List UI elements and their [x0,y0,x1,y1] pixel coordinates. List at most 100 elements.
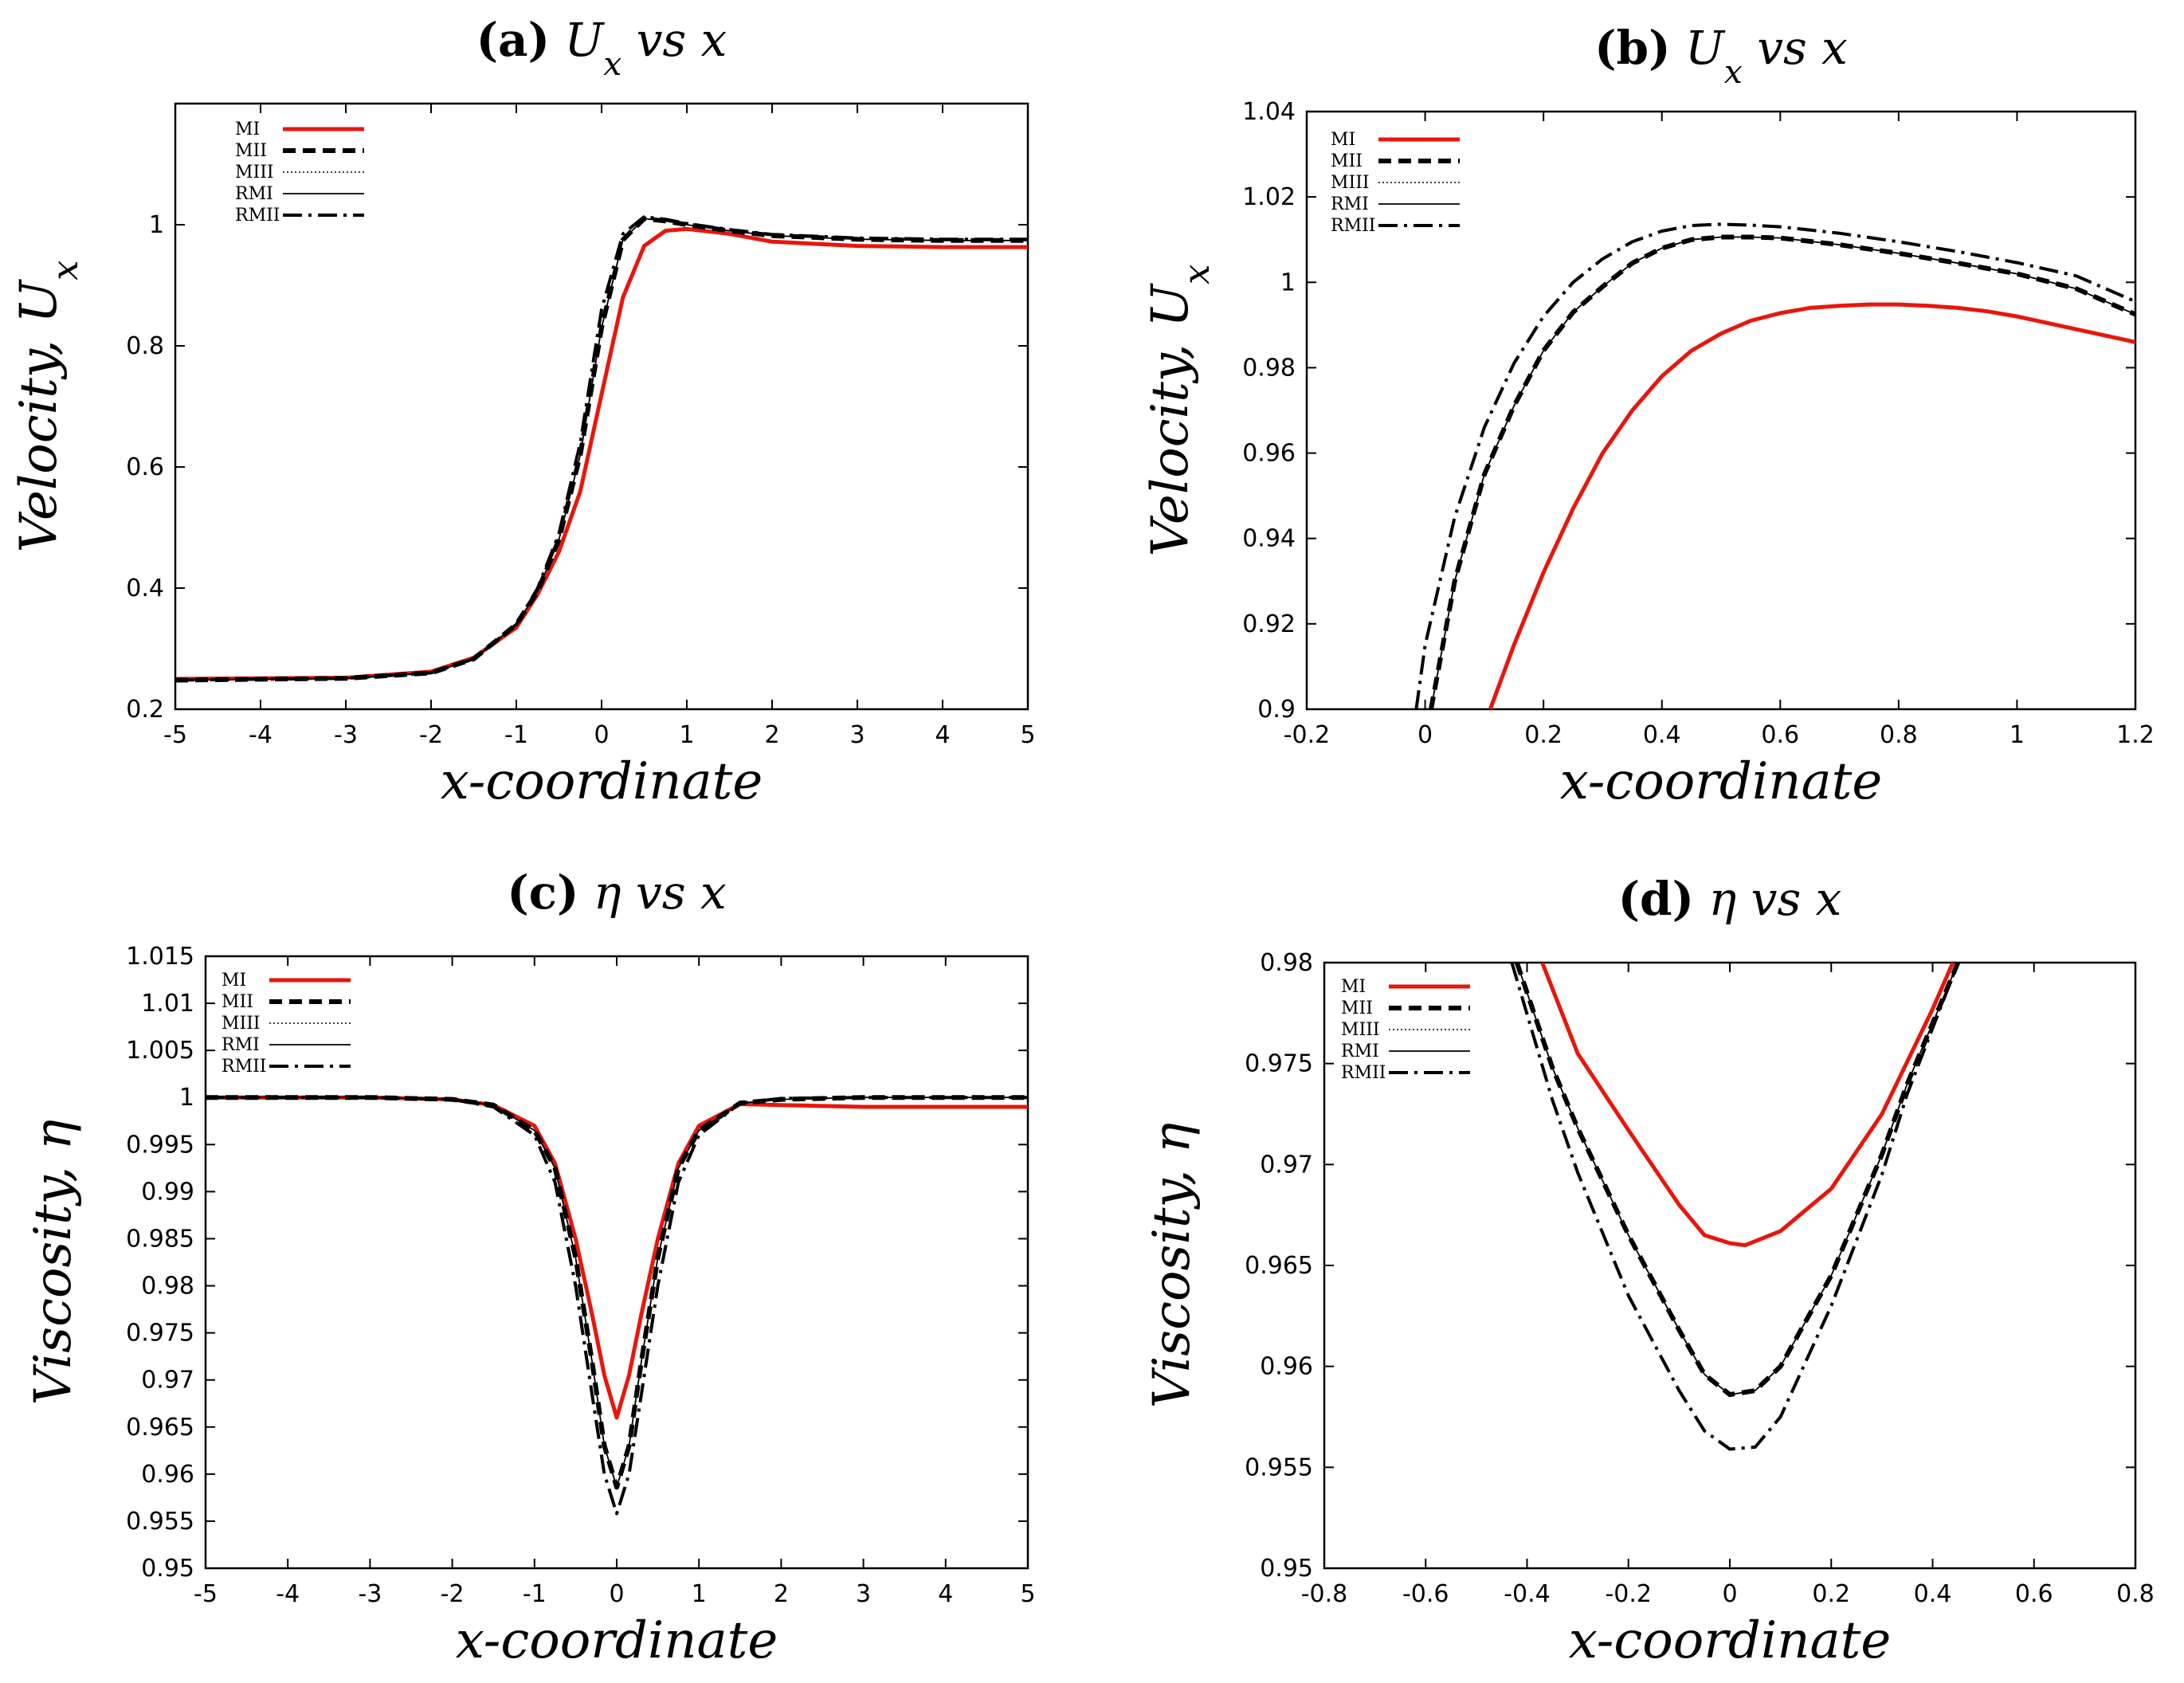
series-line-mi [1488,302,2135,709]
legend-label: RMI [222,1035,260,1055]
panel-d: (d) η vs x -0.8 -0.6 -0.4 -0.2 0 0.2 0.4 0.6 0.8 0… [1143,872,2155,1670]
y-tick-label: 0.99 [141,1178,194,1206]
series-line-mii [206,1095,1028,1490]
legend-label: MI [235,120,260,139]
legend-label: MIII [222,1014,261,1034]
x-tick-label: -5 [194,1580,218,1608]
x-tick-label: 4 [935,721,950,749]
x-tick-label: 0 [1722,1580,1737,1608]
x-tick-label: -3 [358,1580,382,1608]
x-tick-label: 3 [856,1580,871,1608]
y-tick-label: 1.01 [141,990,194,1018]
x-tick-label: 0.8 [1880,721,1918,749]
series-line-rmi [175,218,1028,681]
y-axis-label: Viscosity, η [1143,1123,1202,1409]
x-tick-label: -0.2 [1284,721,1331,749]
y-tick-label: 0.2 [126,696,164,724]
y-tick-label: 0.975 [1245,1050,1313,1078]
legend-label: RMI [235,184,273,204]
series-line-rmi [1515,963,1959,1395]
panel-c: (c) η vs x -5 -4 -3 -2 -1 0 1 2 3 4 5 0.95 0.955 0.96 0… [24,865,1036,1670]
series-line-miii [1430,236,2135,709]
x-tick-label: 1 [692,1580,707,1608]
x-tick-label: -0.8 [1301,1580,1348,1608]
x-tick-label: 0.2 [1812,1580,1850,1608]
series-line-miii [1516,963,1959,1395]
series-line-mi [175,226,1028,681]
y-tick-label: 1 [1280,269,1296,296]
panel-title: (b) Ux vs x [1594,21,1848,91]
series-line-rmi [1430,236,2135,709]
x-tick-label: -0.4 [1504,1580,1551,1608]
x-tick-label: -2 [419,721,443,749]
legend-label: RMI [1331,194,1369,214]
y-tick-label: 0.97 [141,1367,194,1395]
panel-title-text: η vs x [578,865,726,920]
series-line-mi [206,1095,1028,1420]
y-tick-label: 1.015 [126,943,194,971]
legend-label: RMII [1341,1063,1386,1083]
y-tick-label: 0.96 [1260,1353,1313,1381]
x-tick-label: 0.6 [2015,1580,2053,1608]
x-tick-label: -0.6 [1402,1580,1449,1608]
x-axis-label: x-coordinate [441,752,763,811]
legend-label: MII [222,992,253,1012]
series-line-rmii [175,215,1028,682]
series-group [206,1095,1028,1516]
x-tick-label: 4 [938,1580,953,1608]
x-tick-label: 3 [849,721,865,749]
x-tick-label: 0.6 [1761,721,1799,749]
panel-title-text: U [550,13,605,67]
plot-frame [204,955,1029,1570]
y-tick-label: 1.04 [1242,98,1296,126]
y-tick-label: 0.95 [141,1555,194,1583]
legend-label: MIII [1331,173,1370,193]
legend-label: MIII [235,163,274,182]
legend-label: MII [1331,151,1363,171]
x-tick-label: 1 [679,721,694,749]
panel-title: (a) Ux vs x [476,13,727,83]
panel-title-text: η vs x [1694,872,1841,926]
legend-label: MI [1331,130,1355,150]
x-axis-label: x-coordinate [456,1611,778,1670]
series-line-rmii [1414,222,2135,709]
x-tick-label: 0.4 [1643,721,1681,749]
plot-frame [1323,961,2137,1570]
y-tick-label: 0.98 [1260,949,1313,977]
legend-label: MI [1341,977,1366,997]
series-group [175,215,1028,683]
series-group [1510,963,1961,1451]
panel-title-letter: (c) [507,865,578,920]
legend-label: RMI [1341,1042,1379,1061]
x-tick-label: 2 [764,721,779,749]
y-tick-label: 0.985 [126,1225,194,1253]
series-line-rmii [1510,963,1960,1451]
x-tick-label: -4 [249,721,273,749]
y-tick-label: 1 [179,1084,194,1112]
legend-label: RMII [222,1057,266,1077]
y-tick-label: 0.4 [126,575,164,602]
x-tick-label: 5 [1020,1580,1035,1608]
series-line-mi [1540,963,1955,1248]
panel-a: (a) Ux vs x -5 -4 -3 -2 -1 0 1 2 3 4 5 0.2 0.4 0.6 0.8 1… [10,13,1036,811]
x-tick-label: -1 [523,1580,547,1608]
y-tick-label: 1 [149,211,164,239]
panel-title: (d) η vs x [1618,872,1842,926]
y-tick-label: 0.98 [1242,354,1296,382]
series-line-mii [1429,234,2135,709]
y-tick-label: 0.92 [1242,610,1296,638]
series-line-rmii [206,1096,1028,1516]
y-tick-label: 0.95 [1260,1555,1313,1583]
y-tick-label: 0.94 [1242,525,1296,553]
x-tick-label: 0 [1417,721,1433,749]
x-tick-label: 5 [1020,721,1035,749]
x-tick-label: -0.2 [1605,1580,1652,1608]
y-axis-label: Viscosity, η [24,1120,83,1406]
series-line-mii [175,216,1028,683]
y-tick-label: 0.955 [1245,1454,1313,1481]
y-tick-label: 0.965 [126,1414,194,1442]
series-line-mii [1514,963,1961,1398]
x-tick-label: -1 [504,721,528,749]
plot-frame [1305,110,2137,711]
